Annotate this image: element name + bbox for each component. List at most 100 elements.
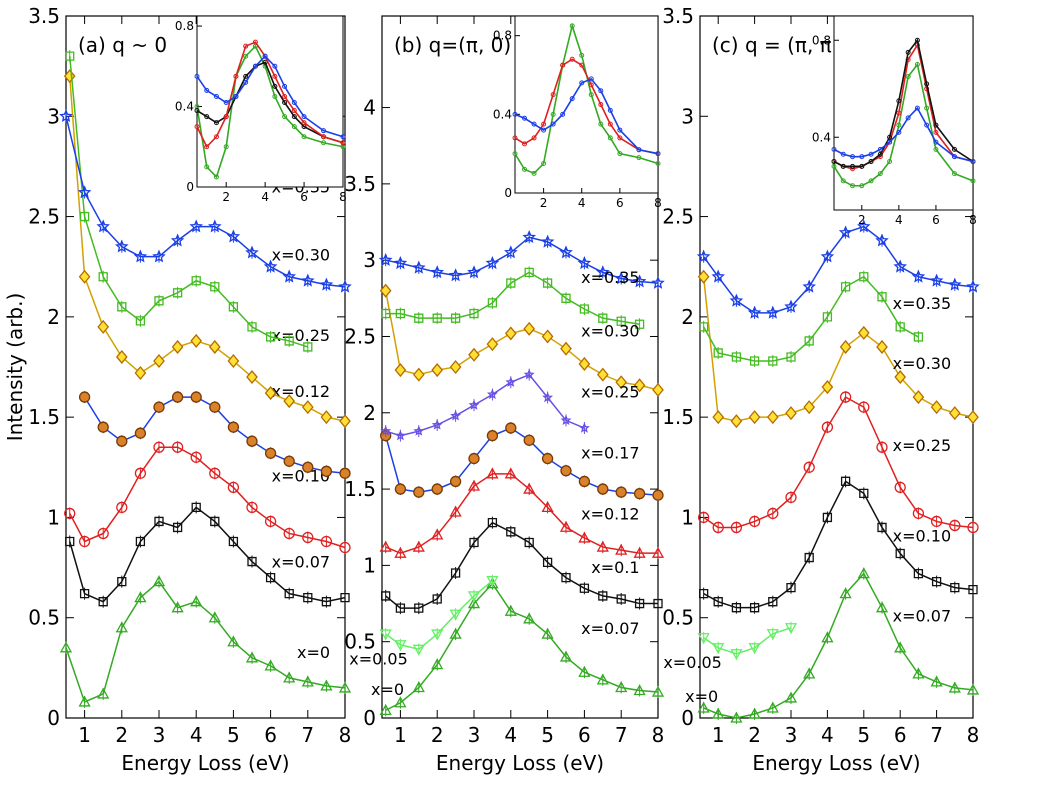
data-point: [394, 363, 407, 378]
inset-x-tick-label: 6: [300, 190, 308, 204]
inset-data-point: [905, 49, 911, 55]
series-x-0-30: x=0.30: [381, 266, 645, 340]
data-point: [116, 501, 128, 513]
data-point: [822, 312, 833, 322]
data-point: [117, 302, 127, 312]
data-point: [379, 283, 392, 298]
series-x-0-10: x=0.10: [697, 391, 979, 545]
y-tick-label: 1.5: [662, 405, 694, 429]
y-tick-label: 1: [363, 553, 376, 577]
inset-data-point: [887, 139, 893, 145]
data-point: [449, 475, 462, 488]
data-point: [697, 511, 710, 524]
data-point: [210, 516, 220, 527]
series-line: [68, 56, 309, 348]
y-tick-label: 2.5: [28, 205, 60, 229]
series-line: [703, 572, 974, 719]
data-point: [651, 685, 665, 697]
data-point: [450, 410, 462, 421]
series-x-0-07: x=0.07: [381, 516, 663, 638]
data-point: [803, 461, 815, 473]
data-point: [506, 278, 516, 288]
inset-data-point: [598, 88, 604, 94]
data-point: [541, 501, 554, 513]
inset-data-point: [272, 83, 278, 89]
series-line: [385, 373, 585, 437]
inset-data-point: [607, 121, 613, 127]
data-point: [747, 305, 762, 319]
series-line: [703, 396, 974, 529]
data-point: [467, 479, 481, 491]
data-point: [77, 185, 92, 199]
inset-data-point: [588, 76, 594, 82]
inset-data-point: [951, 171, 957, 177]
inset-data-point: [223, 100, 229, 105]
y-tick-label: 0: [47, 706, 60, 730]
data-point: [228, 536, 239, 547]
data-point: [652, 382, 664, 397]
data-point: [98, 272, 108, 282]
data-point: [911, 269, 926, 283]
inset-data-point: [896, 129, 902, 135]
inset-data-point: [850, 163, 856, 169]
series-line: [702, 276, 974, 422]
x-tick-label: 6: [894, 723, 907, 747]
data-point: [875, 233, 889, 247]
data-point: [615, 681, 628, 693]
data-point: [134, 467, 147, 479]
data-point: [504, 326, 517, 341]
data-point: [875, 601, 889, 613]
x-tick-label: 4: [504, 723, 517, 747]
series-label: x=0.12: [581, 505, 640, 524]
data-point: [749, 603, 760, 613]
data-point: [578, 422, 590, 433]
inset-data-point: [550, 92, 556, 98]
inset-data-point: [321, 140, 327, 146]
series-line: [68, 506, 346, 603]
inset-data-point: [194, 73, 200, 79]
inset-data-point: [194, 124, 200, 130]
x-tick-label: 1: [394, 723, 407, 747]
panel-title: (c) q = (π, π): [712, 33, 840, 57]
inset-data-point: [914, 62, 920, 67]
inset-data-point: [340, 144, 346, 150]
data-point: [339, 541, 351, 554]
data-point: [786, 352, 796, 362]
inset-data-point: [579, 80, 585, 86]
series-label: x=0.17: [581, 444, 640, 463]
inset-y-tick-label: 0: [504, 186, 512, 200]
data-point: [412, 367, 425, 382]
inset-data-point: [569, 23, 575, 29]
data-point: [97, 527, 109, 540]
data-point: [430, 265, 445, 279]
data-point: [821, 380, 834, 395]
data-point: [633, 546, 646, 558]
data-point: [785, 406, 797, 421]
data-point: [431, 483, 443, 495]
series-label: x=0.35: [581, 268, 640, 287]
inset-data-point: [924, 81, 930, 87]
data-point: [596, 540, 609, 552]
series-x-0-12: x=0.12: [78, 382, 351, 480]
inset-x-tick-label: 6: [932, 213, 940, 227]
data-point: [448, 268, 463, 282]
series-x-0-35: x=0.35: [696, 219, 980, 319]
data-point: [504, 245, 518, 259]
inset-data-point: [541, 121, 547, 127]
series-line: [703, 480, 974, 609]
data-point: [820, 249, 835, 263]
data-point: [598, 313, 608, 323]
inset-frame: [196, 15, 344, 188]
inset-data-point: [512, 111, 518, 117]
inset-data-point: [831, 159, 837, 164]
x-tick-label: 3: [153, 723, 166, 747]
data-point: [431, 629, 444, 641]
data-point: [967, 410, 979, 425]
data-point: [320, 465, 333, 477]
inset-data-point: [598, 121, 604, 127]
series-label: x=0.35: [893, 294, 952, 313]
series-x-0-25: x=0.25: [697, 269, 979, 455]
data-point: [469, 308, 479, 319]
data-point: [540, 234, 555, 248]
